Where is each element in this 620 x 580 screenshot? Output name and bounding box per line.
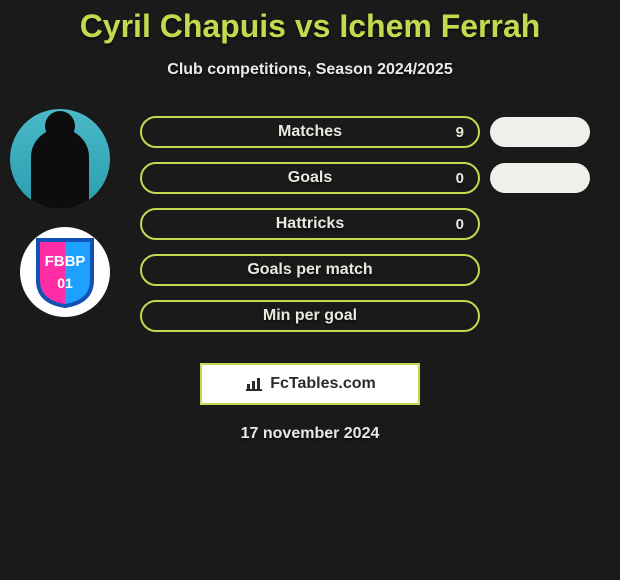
stat-row: Goals 0 — [140, 155, 600, 201]
stat-pill — [490, 163, 590, 193]
badge-subtext: 01 — [57, 275, 73, 291]
silhouette-icon — [31, 129, 89, 209]
page-title: Cyril Chapuis vs Ichem Ferrah — [0, 0, 620, 45]
brand-label: FcTables.com — [270, 375, 376, 393]
stat-row: Min per goal — [140, 293, 600, 339]
stat-label: Matches — [278, 123, 342, 141]
stat-value: 9 — [456, 124, 464, 141]
stat-bar: Hattricks 0 — [140, 208, 480, 240]
stat-row: Matches 9 — [140, 109, 600, 155]
stat-label: Goals per match — [247, 261, 372, 279]
stat-value: 0 — [456, 170, 464, 187]
stat-label: Hattricks — [276, 215, 344, 233]
stat-bar: Goals per match — [140, 254, 480, 286]
date-text: 17 november 2024 — [0, 425, 620, 443]
club-badge-icon: FBBP 01 — [34, 236, 96, 308]
stat-bar: Goals 0 — [140, 162, 480, 194]
chart-icon — [244, 376, 264, 392]
stat-bar: Min per goal — [140, 300, 480, 332]
stat-pill — [490, 117, 590, 147]
stats-bars: Matches 9 Goals 0 Hattricks 0 Goals per match M… — [140, 109, 600, 339]
brand-box[interactable]: FcTables.com — [200, 363, 420, 405]
subtitle: Club competitions, Season 2024/2025 — [0, 61, 620, 79]
avatars-column: FBBP 01 — [10, 109, 110, 335]
stat-label: Goals — [288, 169, 332, 187]
player2-avatar: FBBP 01 — [20, 227, 110, 317]
stat-row: Hattricks 0 — [140, 201, 600, 247]
stat-row: Goals per match — [140, 247, 600, 293]
stat-label: Min per goal — [263, 307, 357, 325]
stat-bar: Matches 9 — [140, 116, 480, 148]
player1-avatar — [10, 109, 110, 209]
badge-text: FBBP — [45, 253, 86, 270]
stat-value: 0 — [456, 216, 464, 233]
comparison-block: FBBP 01 Matches 9 Goals 0 Hattricks 0 Goals pe… — [0, 109, 620, 349]
